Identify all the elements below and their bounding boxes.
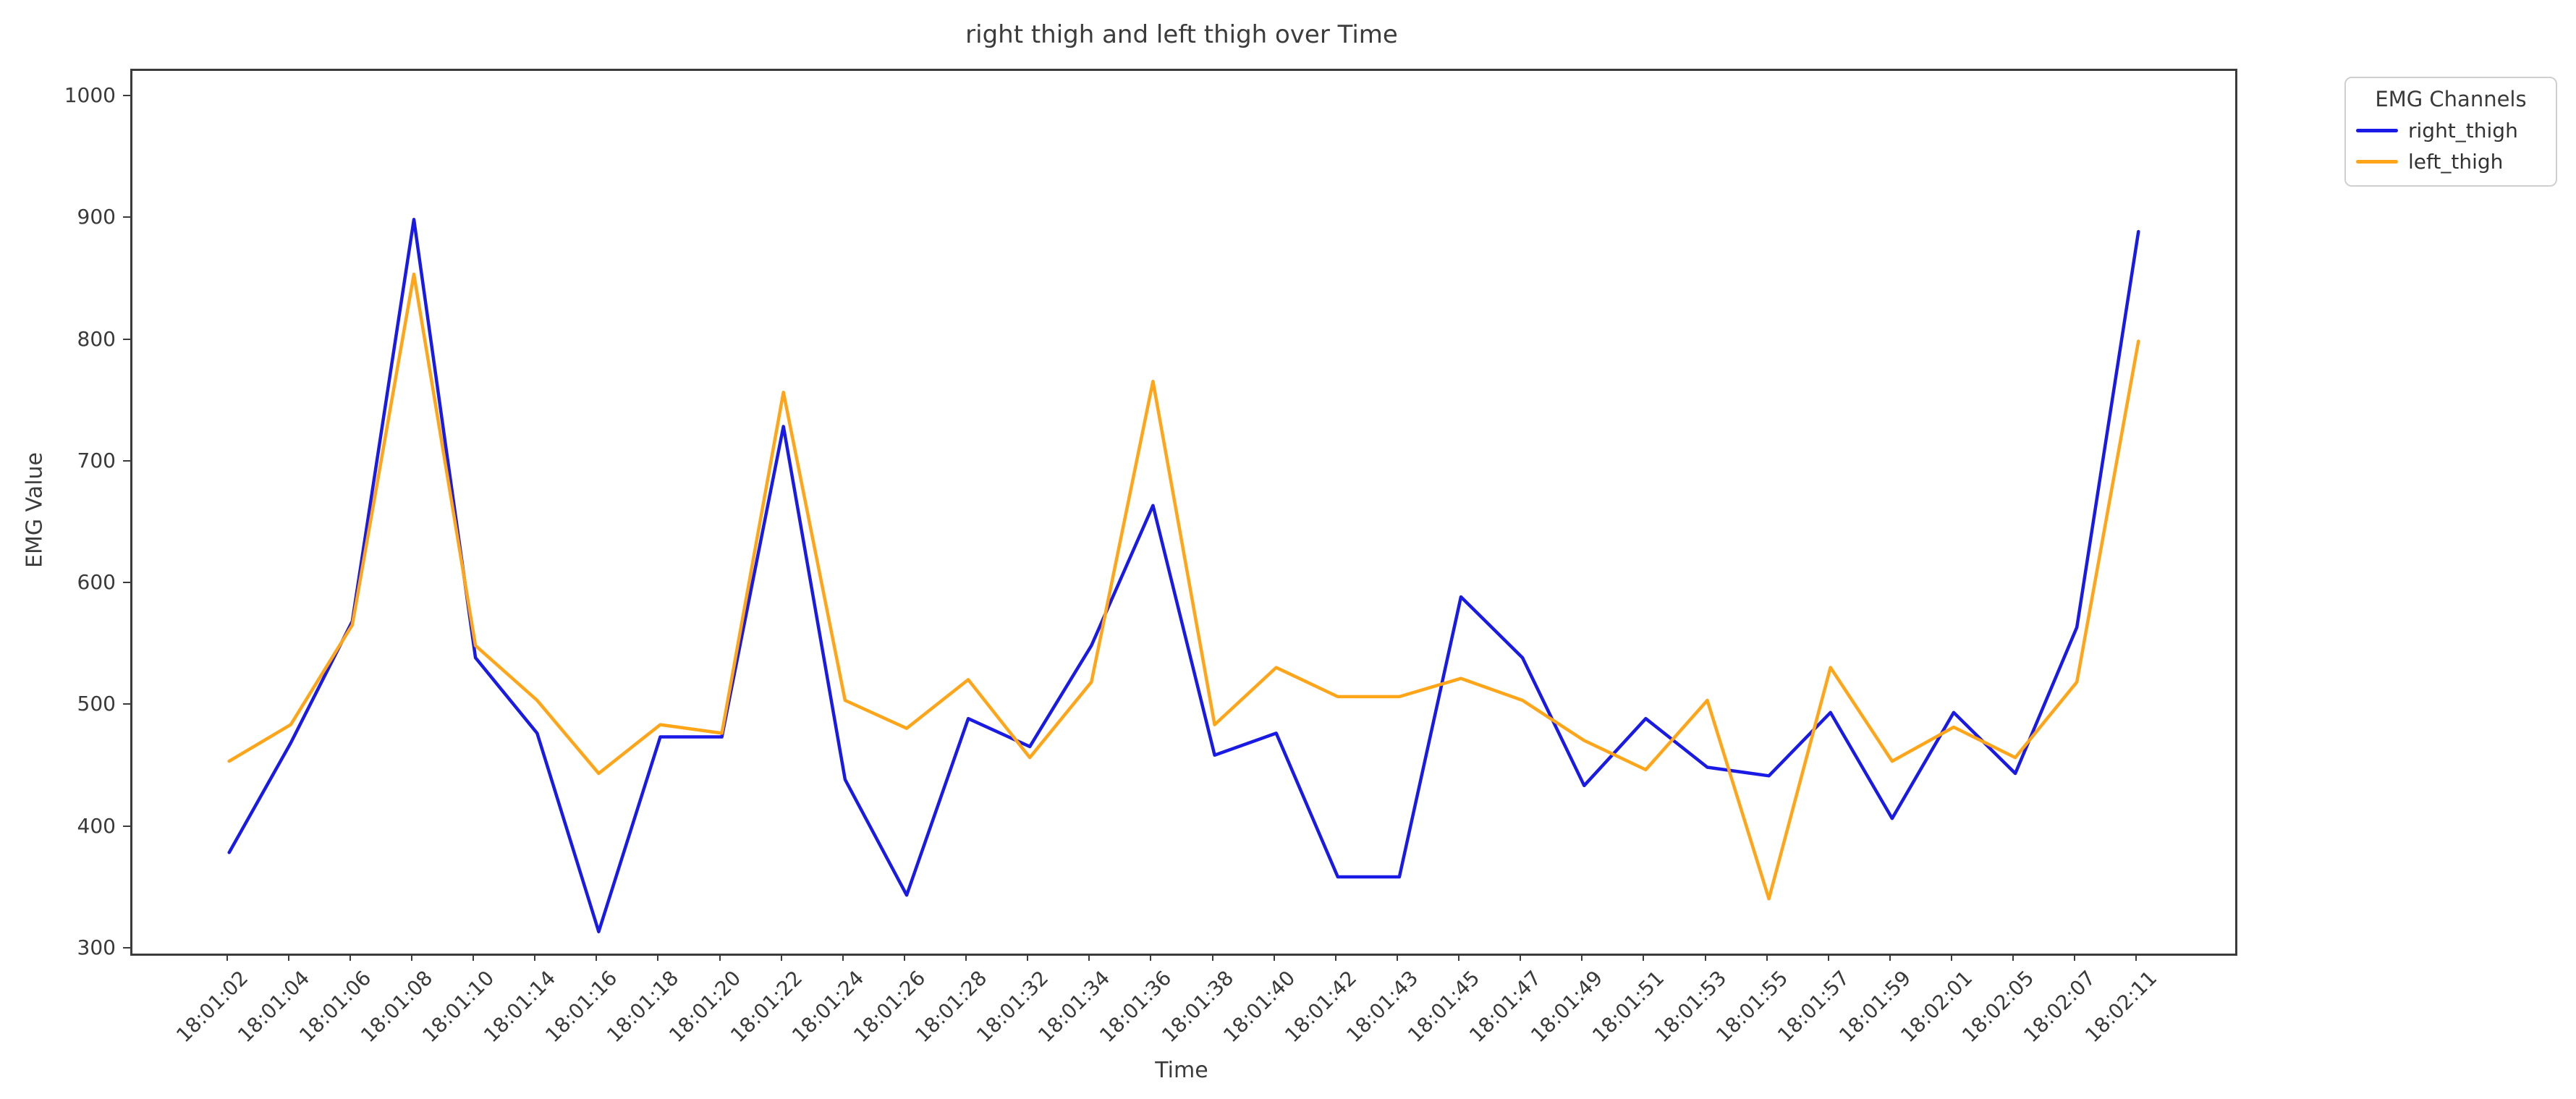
x-tick-mark bbox=[1088, 954, 1090, 961]
legend-label: left_thigh bbox=[2408, 150, 2504, 174]
x-tick-mark bbox=[1889, 954, 1891, 961]
x-tick-mark bbox=[473, 954, 475, 961]
x-tick-mark bbox=[1766, 954, 1768, 961]
x-tick-mark bbox=[1396, 954, 1398, 961]
x-tick-mark bbox=[1458, 954, 1460, 961]
series-line-right_thigh bbox=[227, 218, 2140, 933]
x-tick-mark bbox=[1520, 954, 1522, 961]
x-tick-mark bbox=[1334, 954, 1336, 961]
x-tick-mark bbox=[719, 954, 721, 961]
x-tick-mark bbox=[349, 954, 351, 961]
x-tick-mark bbox=[226, 954, 228, 961]
x-tick-mark bbox=[1150, 954, 1152, 961]
y-tick-mark bbox=[123, 703, 130, 705]
legend-line-swatch-right_thigh bbox=[2356, 129, 2398, 132]
x-tick-mark bbox=[2135, 954, 2138, 961]
y-tick-mark bbox=[123, 582, 130, 584]
legend-item-right_thigh: right_thigh bbox=[2356, 119, 2546, 143]
x-tick-mark bbox=[903, 954, 905, 961]
x-tick-mark bbox=[1950, 954, 1952, 961]
x-tick-mark bbox=[780, 954, 782, 961]
line-chart bbox=[227, 218, 2140, 933]
x-axis-label: Time bbox=[1155, 1058, 1208, 1083]
x-tick-mark bbox=[2012, 954, 2014, 961]
x-tick-mark bbox=[2074, 954, 2076, 961]
legend-label: right_thigh bbox=[2408, 119, 2518, 143]
legend-line-swatch-left_thigh bbox=[2356, 160, 2398, 164]
y-tick-label: 700 bbox=[77, 448, 116, 472]
x-tick-mark bbox=[1581, 954, 1583, 961]
x-tick-mark bbox=[596, 954, 598, 961]
y-tick-label: 800 bbox=[77, 326, 116, 351]
y-tick-mark bbox=[123, 459, 130, 462]
y-tick-mark bbox=[123, 95, 130, 97]
x-tick-mark bbox=[534, 954, 536, 961]
legend-items: right_thigh left_thigh bbox=[2356, 119, 2546, 174]
x-tick-mark bbox=[657, 954, 659, 961]
x-tick-mark bbox=[1643, 954, 1645, 961]
legend-item-left_thigh: left_thigh bbox=[2356, 150, 2546, 174]
x-tick-mark bbox=[1827, 954, 1829, 961]
x-tick-mark bbox=[411, 954, 413, 961]
y-tick-label: 400 bbox=[77, 813, 116, 838]
x-tick-mark bbox=[842, 954, 844, 961]
legend: EMG Channels right_thigh left_thigh bbox=[2344, 77, 2557, 187]
plot-area bbox=[130, 69, 2237, 956]
series-line-left_thigh bbox=[227, 272, 2140, 901]
y-tick-mark bbox=[123, 825, 130, 827]
x-tick-mark bbox=[1273, 954, 1275, 961]
x-tick-mark bbox=[965, 954, 967, 961]
y-tick-label: 1000 bbox=[64, 83, 116, 108]
chart-title: right thigh and left thigh over Time bbox=[965, 20, 1398, 49]
x-tick-mark bbox=[1704, 954, 1706, 961]
x-tick-mark bbox=[1027, 954, 1029, 961]
x-tick-mark bbox=[287, 954, 289, 961]
y-tick-mark bbox=[123, 338, 130, 340]
y-tick-mark bbox=[123, 216, 130, 218]
y-tick-label: 300 bbox=[77, 935, 116, 959]
y-tick-label: 900 bbox=[77, 205, 116, 229]
y-tick-label: 600 bbox=[77, 570, 116, 595]
y-tick-mark bbox=[123, 946, 130, 949]
y-tick-label: 500 bbox=[77, 692, 116, 716]
x-tick-mark bbox=[1211, 954, 1213, 961]
legend-title: EMG Channels bbox=[2375, 87, 2527, 111]
